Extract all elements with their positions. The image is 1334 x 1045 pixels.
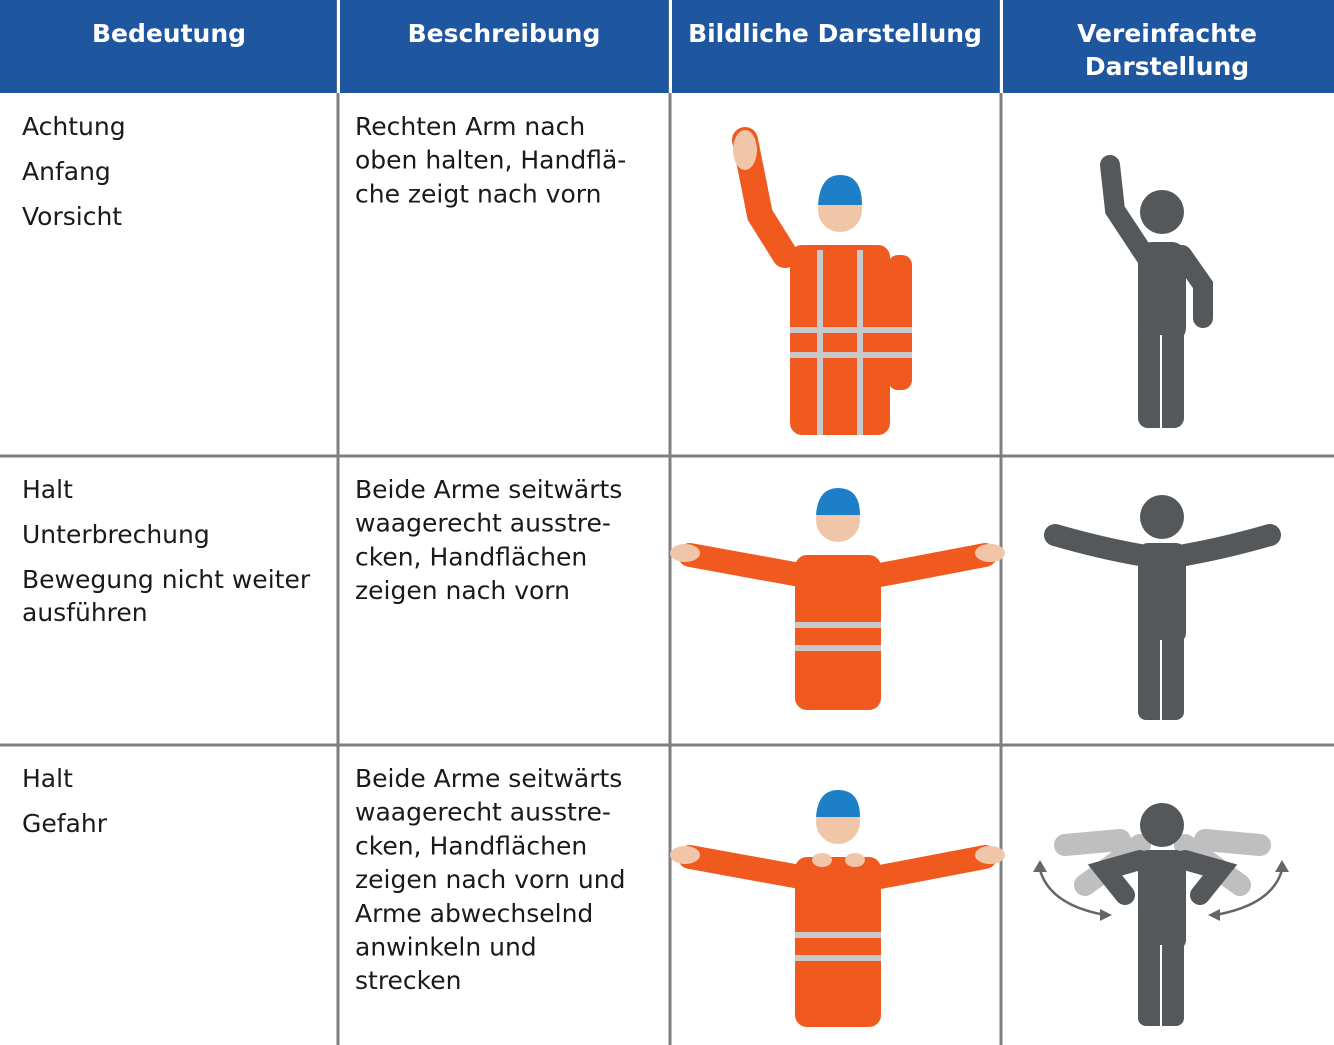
meaning-text: Halt [22, 764, 73, 793]
meaning-text: Gefahr [22, 809, 108, 838]
pictogram [1044, 495, 1281, 720]
meaning-text: Unterbrechung [22, 520, 210, 549]
header-label: Beschreibung [408, 19, 601, 48]
header-label: Bedeutung [92, 19, 246, 48]
header-label: Vereinfachte [1077, 19, 1257, 48]
meaning-text: Achtung [22, 112, 126, 141]
description-text: zeigen nach vorn [355, 576, 570, 605]
header-label: Bildliche Darstellung [688, 19, 982, 48]
header-divider [1000, 0, 1003, 93]
description-text: Beide Arme seitwärts [355, 475, 622, 504]
meaning-text: Anfang [22, 157, 111, 186]
header-divider [337, 0, 340, 93]
meaning-text: Bewegung nicht weiter [22, 565, 311, 594]
worker-illustration [732, 127, 912, 435]
description-text: waagerecht ausstre- [355, 798, 611, 827]
description-text: cken, Handflächen [355, 831, 587, 860]
meaning-text: Vorsicht [22, 202, 122, 231]
meaning-text: Halt [22, 475, 73, 504]
meaning-text: ausführen [22, 598, 148, 627]
header-divider [669, 0, 672, 93]
description-text: zeigen nach vorn und [355, 865, 625, 894]
description-text: strecken [355, 966, 462, 995]
description-text: anwinkeln und [355, 933, 537, 962]
description-text: che zeigt nach vorn [355, 179, 601, 208]
header-bar [0, 0, 1334, 93]
worker-illustration [670, 488, 1005, 710]
description-text: waagerecht ausstre- [355, 509, 611, 538]
description-text: oben halten, Handflä- [355, 146, 626, 175]
worker-illustration [670, 790, 1005, 1027]
header-label: Darstellung [1085, 52, 1249, 81]
description-text: cken, Handflächen [355, 542, 587, 571]
pictogram [1100, 155, 1213, 428]
description-text: Rechten Arm nach [355, 112, 585, 141]
description-text: Beide Arme seitwärts [355, 764, 622, 793]
pictogram [1033, 803, 1289, 1026]
description-text: Arme abwechselnd [355, 899, 593, 928]
